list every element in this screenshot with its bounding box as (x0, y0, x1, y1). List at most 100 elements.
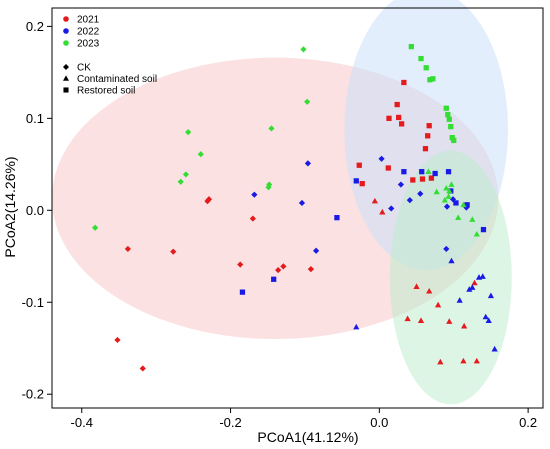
point-2022-diamond (397, 181, 405, 188)
point-2021-diamond (275, 266, 282, 274)
point-2021-square (399, 121, 405, 127)
point-2021-square (401, 79, 407, 86)
point-2021-diamond (114, 336, 121, 344)
point-2021-diamond (237, 261, 244, 268)
point-2023-triangle (445, 193, 452, 199)
point-2022-diamond (312, 247, 320, 254)
point-2021-triangle (437, 358, 444, 365)
point-2022-square (419, 169, 425, 175)
y-tick-label: 0.2 (26, 19, 44, 34)
x-tick-label: 0.0 (370, 415, 388, 430)
point-2023-triangle (455, 214, 462, 220)
point-2021-diamond (280, 263, 287, 270)
legend-marker-2021 (63, 16, 69, 22)
x-tick-label: -0.2 (219, 415, 241, 430)
point-2021-square (422, 146, 429, 152)
point-2022-triangle (353, 323, 360, 330)
point-2023-triangle (460, 201, 467, 208)
point-2022-square (432, 170, 438, 177)
point-2021-square (385, 165, 391, 171)
point-2023-triangle (448, 181, 455, 187)
point-2021-diamond (170, 248, 177, 255)
point-2021-square (359, 180, 365, 187)
point-2023-square (448, 123, 454, 130)
point-2022-square (334, 215, 340, 221)
point-2022-diamond (388, 205, 395, 212)
point-2022-diamond (251, 191, 258, 198)
legend-label-square: Restored soil (77, 86, 135, 97)
point-2023-diamond (182, 171, 190, 178)
point-2022-diamond (443, 245, 450, 253)
point-2023-square (446, 116, 452, 122)
point-2022-diamond (443, 203, 451, 210)
legend-marker-triangle (63, 75, 69, 81)
point-2021-square (426, 123, 432, 129)
point-2022-triangle (469, 284, 476, 290)
legend-label-2022: 2022 (77, 27, 100, 38)
legend-label-triangle: Contaminated soil (77, 74, 157, 85)
point-2022-diamond (463, 204, 470, 211)
y-tick-label: 0.0 (26, 203, 44, 218)
point-2021-triangle (461, 322, 468, 329)
point-2021-diamond (204, 198, 211, 205)
confidence-ellipse-3 (389, 150, 512, 405)
point-2021-square (396, 114, 402, 121)
data-points (92, 43, 498, 372)
point-2021-triangle (460, 357, 467, 364)
point-2022-square (271, 276, 277, 282)
y-tick-label: -0.2 (22, 387, 44, 402)
point-2021-square (419, 176, 426, 182)
point-2022-triangle (448, 257, 455, 264)
x-axis: -0.4 -0.2 0.0 0.2 (71, 408, 537, 430)
point-2023-diamond (268, 125, 275, 132)
point-2021-triangle (404, 315, 411, 322)
point-2021-square (410, 177, 416, 183)
legend-marker-2022 (63, 28, 69, 34)
x-tick-label: -0.4 (71, 415, 93, 430)
point-2021-diamond (249, 215, 256, 222)
point-2021-square (386, 115, 392, 121)
point-2021-triangle (471, 279, 478, 286)
point-2022-triangle (487, 292, 495, 299)
point-2023-triangle (443, 184, 450, 191)
point-2022-diamond (298, 199, 306, 207)
point-2023-triangle (425, 168, 432, 175)
point-2023-triangle (469, 216, 476, 222)
y-axis-title: PCoA2(14.26%) (2, 156, 18, 257)
point-2022-square (480, 226, 487, 233)
point-2021-triangle (413, 283, 420, 289)
point-2021-triangle (426, 287, 433, 294)
point-2023-diamond (92, 224, 99, 231)
point-2022-diamond (304, 160, 312, 167)
point-2023-square (443, 105, 449, 111)
point-2022-diamond (417, 190, 424, 197)
point-2021-diamond (124, 245, 131, 253)
plot-frame (51, 7, 544, 409)
point-2022-triangle (466, 286, 473, 292)
point-2022-triangle (485, 317, 492, 323)
point-2023-triangle (433, 188, 440, 195)
point-2021-diamond (307, 266, 314, 273)
point-2023-square (427, 77, 433, 83)
y-tick-label: -0.1 (22, 295, 44, 310)
point-2023-square (408, 43, 414, 50)
point-2021-triangle (435, 301, 442, 308)
point-2023-triangle (446, 187, 453, 194)
point-2023-diamond (177, 178, 184, 185)
point-2023-diamond (304, 98, 311, 105)
point-2021-triangle (417, 317, 425, 323)
point-2023-square (430, 76, 436, 82)
point-2022-diamond (378, 155, 385, 162)
point-2023-diamond (266, 181, 273, 188)
legend-label-diamond: CK (77, 63, 91, 74)
y-axis: -0.2 -0.1 0.0 0.1 0.2 (22, 19, 52, 402)
point-2022-triangle (456, 297, 463, 303)
point-2023-square (451, 137, 457, 144)
point-2023-square (418, 55, 424, 62)
legend-marker-diamond (63, 64, 69, 70)
point-2023-square (423, 65, 429, 71)
point-2022-diamond (406, 197, 413, 204)
